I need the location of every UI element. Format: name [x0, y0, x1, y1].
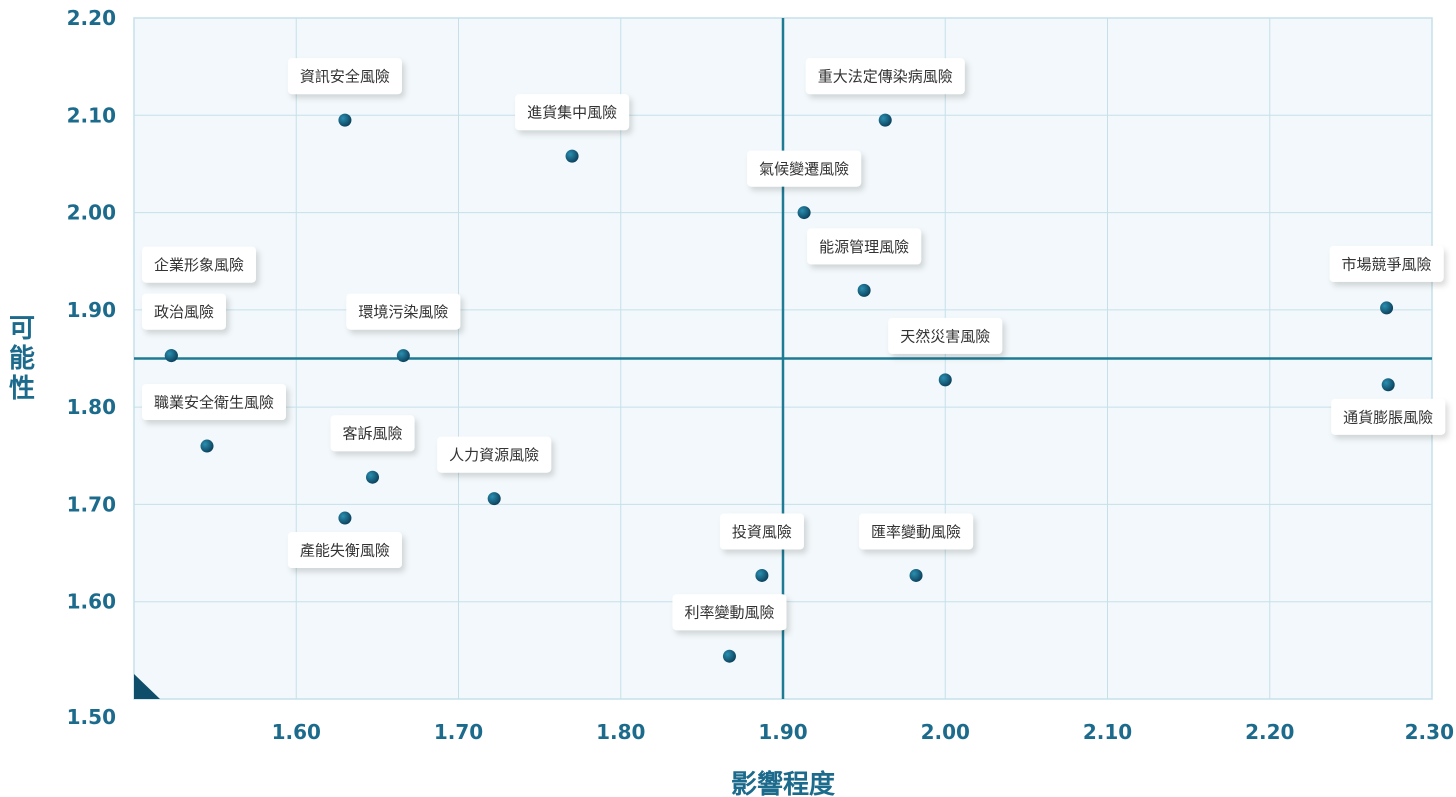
scatter-point	[797, 206, 811, 220]
point-label: 政治風險	[154, 303, 214, 321]
y-axis-title: 可能性	[9, 314, 35, 404]
point-label: 市場競爭風險	[1342, 255, 1432, 273]
point-label-box	[287, 532, 402, 569]
scatter-point	[1380, 301, 1394, 315]
y-tick-label: 2.00	[67, 201, 116, 225]
x-axis-label: 影響程度	[731, 769, 835, 797]
scatter-point	[366, 470, 380, 484]
x-tick-label: 2.00	[921, 720, 970, 744]
point-label: 匯率變動風險	[871, 523, 961, 541]
data-point-group: 能源管理風險	[807, 228, 922, 297]
point-label: 人力資源風險	[449, 446, 539, 464]
x-tick-label: 2.10	[1083, 720, 1132, 744]
scatter-point	[338, 511, 352, 525]
point-label-box	[807, 228, 922, 265]
data-point-group: 利率變動風險	[672, 594, 787, 663]
scatter-point	[487, 492, 501, 506]
data-point-group: 企業形象風險	[142, 246, 256, 363]
scatter-point	[857, 283, 871, 297]
data-point-group: 客訴風險	[330, 415, 415, 484]
point-label-box	[287, 58, 402, 95]
y-axis-label-char: 性	[9, 374, 35, 404]
point-label-box	[1331, 398, 1446, 435]
y-axis-label-char: 能	[9, 343, 35, 374]
data-point-group: 匯率變動風險	[859, 513, 974, 582]
data-point-group: 氣候變遷風險	[747, 150, 862, 220]
point-label: 產能失衡風險	[300, 542, 390, 560]
data-point-group: 市場競爭風險	[1329, 245, 1444, 315]
reference-lines	[134, 18, 1432, 699]
point-label: 通貨膨脹風險	[1343, 408, 1433, 426]
point-label: 氣候變遷風險	[759, 160, 849, 178]
scatter-point	[938, 373, 952, 387]
scatter-point	[396, 349, 410, 363]
data-point-group: 通貨膨脹風險	[1331, 378, 1446, 435]
point-label-box	[888, 317, 1003, 354]
point-label-box	[719, 513, 804, 550]
point-label: 客訴風險	[342, 425, 402, 443]
data-point-group: 天然災害風險	[888, 317, 1003, 387]
point-label-box	[805, 58, 965, 95]
data-point-group: 人力資源風險	[437, 436, 552, 506]
x-tick-label: 2.20	[1245, 720, 1294, 744]
point-label-box	[1329, 245, 1444, 282]
y-tick-label: 1.90	[67, 298, 116, 322]
point-label-box	[672, 594, 787, 631]
y-tick-label: 1.60	[67, 590, 116, 614]
data-point-group: 重大法定傳染病風險	[805, 58, 965, 127]
scatter-point	[909, 568, 923, 582]
point-label: 重大法定傳染病風險	[818, 68, 953, 86]
y-tick-label: 1.70	[67, 492, 116, 516]
data-point-group: 環境污染風險	[346, 293, 461, 363]
x-tick-label: 1.70	[434, 720, 483, 744]
data-point-group: 投資風險	[719, 513, 804, 582]
axis-tick-labels: 1.60 1.70 1.80 1.90 2.00 2.10 2.20 2.30 1.50 1.60…	[67, 6, 1454, 744]
y-tick-label: 1.80	[67, 395, 116, 419]
point-label-box	[142, 293, 226, 330]
point-label-box	[437, 436, 552, 473]
data-point-group: 資訊安全風險	[287, 58, 402, 127]
scatter-point	[200, 439, 214, 453]
y-tick-label: 1.50	[67, 705, 116, 729]
point-label-box	[515, 94, 630, 131]
data-point-group: 進貨集中風險	[515, 94, 630, 163]
point-label: 企業形象風險	[154, 256, 244, 274]
scatter-point	[878, 113, 892, 127]
point-label: 天然災害風險	[900, 327, 990, 345]
point-label: 投資風險	[732, 523, 792, 541]
point-label-box	[747, 150, 862, 187]
x-tick-label: 2.30	[1405, 720, 1454, 744]
point-label-box	[859, 513, 974, 550]
point-label-box	[142, 384, 286, 421]
point-label: 利率變動風險	[684, 604, 774, 622]
point-label: 資訊安全風險	[300, 68, 390, 86]
scatter-point	[722, 649, 736, 663]
scatter-point	[565, 149, 579, 163]
data-point-group: 產能失衡風險	[287, 511, 402, 569]
point-label: 能源管理風險	[819, 238, 909, 256]
x-tick-label: 1.80	[596, 720, 645, 744]
y-tick-label: 2.10	[67, 103, 116, 127]
point-label-box	[142, 246, 256, 283]
point-label: 環境污染風險	[358, 303, 448, 321]
point-label-box	[346, 293, 461, 330]
scatter-point	[755, 568, 769, 582]
data-point-group: 職業安全衛生風險	[142, 384, 286, 453]
point-label: 進貨集中風險	[527, 104, 617, 122]
x-axis-title: 影響程度	[731, 769, 835, 797]
point-label: 職業安全衛生風險	[154, 394, 274, 412]
scatter-point	[1381, 378, 1395, 392]
scatter-point	[164, 349, 178, 363]
point-label-box	[330, 415, 415, 452]
scatter-point	[338, 113, 352, 127]
x-tick-label: 1.60	[272, 720, 321, 744]
y-tick-label: 2.20	[67, 6, 116, 30]
corner-mark	[134, 674, 160, 699]
data-point-group: 政治風險	[142, 293, 226, 363]
x-tick-label: 1.90	[758, 720, 807, 744]
y-axis-label-char: 可	[9, 314, 35, 344]
